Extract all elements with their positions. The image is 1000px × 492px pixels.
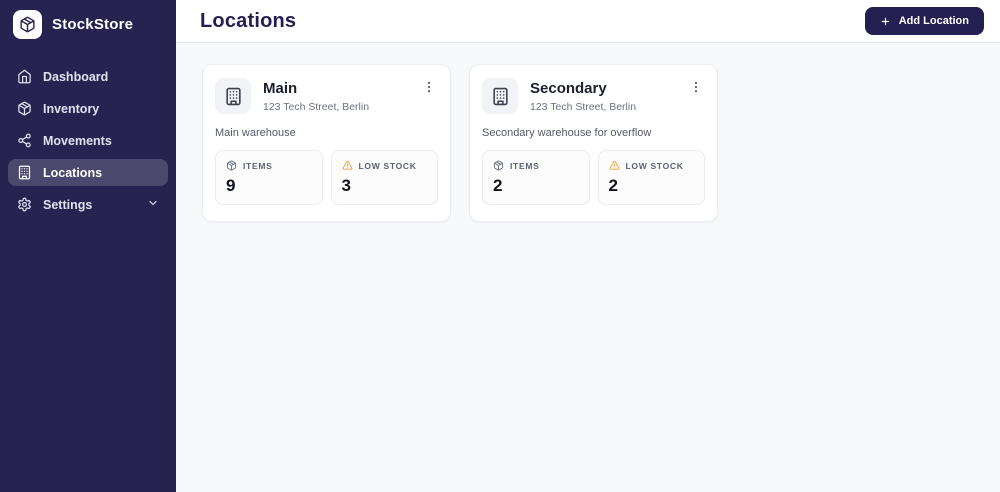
add-location-button-label: Add Location: [898, 15, 969, 27]
page-title: Locations: [200, 9, 297, 32]
location-name: Secondary: [530, 80, 607, 97]
brand-name: StockStore: [52, 16, 134, 33]
low-stock-stat: LOW STOCK 2: [597, 150, 705, 205]
chevron-down-icon: [147, 197, 159, 212]
page-header: Locations Add Location: [176, 0, 1000, 43]
items-stat: ITEMS 2: [482, 150, 590, 205]
kebab-icon: [422, 80, 436, 94]
building-icon: [17, 165, 32, 180]
items-stat-value: 9: [226, 176, 236, 195]
sidebar-item-label: Movements: [43, 133, 112, 148]
main-area: Locations Add Location Main 123 Tech Str…: [176, 0, 1000, 492]
card-title-block: Main 123 Tech Street, Berlin: [263, 78, 369, 113]
kebab-icon: [689, 80, 703, 94]
low-stock-stat-value: 2: [608, 176, 618, 195]
sidebar-item-locations[interactable]: Locations: [8, 159, 168, 186]
home-icon: [17, 69, 32, 84]
sidebar-item-label: Settings: [43, 197, 93, 212]
sidebar-item-inventory[interactable]: Inventory: [8, 95, 168, 122]
sidebar-item-label: Locations: [43, 165, 103, 180]
building-icon: [482, 78, 518, 114]
sidebar-item-label: Dashboard: [43, 69, 109, 84]
stockstore-logo-icon: [13, 10, 42, 39]
card-menu-button[interactable]: [420, 78, 438, 99]
sidebar-item-label: Inventory: [43, 101, 100, 116]
warning-icon: [342, 160, 353, 171]
low-stock-stat: LOW STOCK 3: [330, 150, 438, 205]
warning-icon: [609, 160, 620, 171]
building-icon: [215, 78, 251, 114]
sidebar: StockStore Dashboard Inventory Movements…: [0, 0, 176, 492]
location-description: Main warehouse: [215, 127, 296, 139]
card-header: Main 123 Tech Street, Berlin: [215, 78, 438, 114]
add-location-button[interactable]: Add Location: [864, 7, 984, 35]
card-stats: ITEMS 2 LOW STOCK 2: [482, 150, 705, 205]
share-icon: [17, 133, 32, 148]
location-address: 123 Tech Street, Berlin: [530, 101, 637, 113]
low-stock-stat-label: LOW STOCK: [625, 160, 684, 171]
sidebar-item-settings[interactable]: Settings: [8, 191, 168, 218]
card-menu-button[interactable]: [687, 78, 705, 99]
package-icon: [17, 101, 32, 116]
card-header: Secondary 123 Tech Street, Berlin: [482, 78, 705, 114]
sidebar-item-movements[interactable]: Movements: [8, 127, 168, 154]
location-card-main: Main 123 Tech Street, Berlin Main wareho…: [202, 64, 451, 222]
items-stat-label: ITEMS: [243, 160, 273, 171]
sidebar-item-dashboard[interactable]: Dashboard: [8, 63, 168, 90]
low-stock-stat-value: 3: [341, 176, 351, 195]
brand: StockStore: [0, 0, 176, 47]
gear-icon: [17, 197, 32, 212]
location-name: Main: [263, 80, 298, 97]
low-stock-stat-label: LOW STOCK: [358, 160, 417, 171]
plus-icon: [880, 16, 891, 27]
location-address: 123 Tech Street, Berlin: [263, 101, 370, 113]
items-stat: ITEMS 9: [215, 150, 323, 205]
items-stat-value: 2: [493, 176, 503, 195]
locations-grid: Main 123 Tech Street, Berlin Main wareho…: [176, 43, 1000, 243]
package-icon: [493, 160, 504, 171]
card-stats: ITEMS 9 LOW STOCK 3: [215, 150, 438, 205]
items-stat-label: ITEMS: [510, 160, 540, 171]
card-title-block: Secondary 123 Tech Street, Berlin: [530, 78, 636, 113]
location-description: Secondary warehouse for overflow: [482, 127, 652, 139]
package-icon: [226, 160, 237, 171]
sidebar-nav: Dashboard Inventory Movements Locations …: [0, 47, 176, 234]
location-card-secondary: Secondary 123 Tech Street, Berlin Second…: [469, 64, 718, 222]
